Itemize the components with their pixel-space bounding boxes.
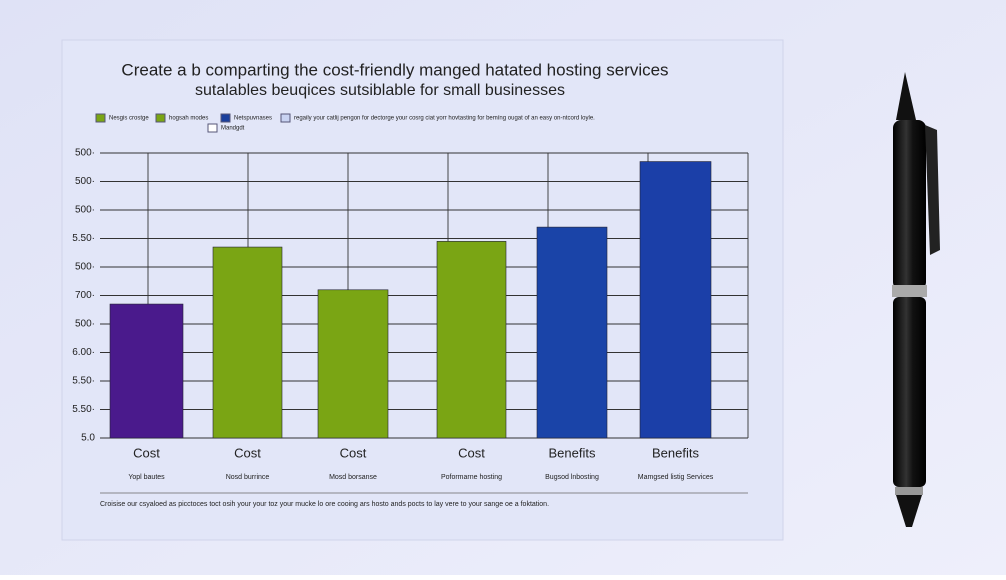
x-tick-label: Cost [234,445,261,460]
chart-title: Create a b comparting the cost-friendly … [121,60,668,79]
bar [317,289,389,439]
x-tick-label: Benefits [549,445,596,460]
chart-subtitle: sutalables beuqices sutsiblable for smal… [195,82,565,99]
x-sublabel: Mamgsed listig Services [638,474,714,481]
y-tick-label: 700· [75,290,95,301]
y-tick-label: 500· [75,205,95,216]
x-tick-label: Cost [340,445,367,460]
legend-label: Mandgdt [221,126,245,132]
bar [536,226,608,439]
x-sublabel: Nosd burrince [226,474,270,481]
y-tick-label: 5.0 [81,433,95,444]
legend-label: hogsah modes [169,116,208,122]
y-tick-label: 500· [75,319,95,330]
footer-note: Croisise our csyaloed as picctoces toct … [100,501,549,508]
legend-swatch [95,113,106,123]
legend-swatch [207,123,218,133]
bar [639,161,712,439]
y-tick-label: 6.00· [72,347,95,358]
x-tick-label: Cost [458,445,485,460]
x-tick-label: Cost [133,445,160,460]
y-tick-label: 5.50· [72,376,95,387]
y-tick-label: 500· [75,262,95,273]
bar [109,303,184,439]
y-tick-label: 5.50· [72,233,95,244]
legend-swatch [220,113,231,123]
legend-swatch [280,113,291,123]
y-tick-label: 500· [75,148,95,159]
y-tick-label: 500· [75,176,95,187]
bar [212,246,283,439]
x-sublabel: Yopl bautes [128,474,165,481]
legend-swatch [155,113,166,123]
x-sublabel: Bugsod lnbosting [545,474,599,481]
legend-label: Nesgis crostge [109,116,149,122]
x-tick-label: Benefits [652,445,699,460]
bar [436,241,507,439]
x-sublabel: Mosd borsanse [329,474,377,481]
pen [892,72,940,527]
legend-label: Netspuvnases [234,116,272,122]
y-tick-label: 5.50· [72,404,95,415]
x-sublabel: Poformarne hosting [441,474,502,481]
legend-label: regaily your catlij pengon for dectorge … [294,116,595,122]
